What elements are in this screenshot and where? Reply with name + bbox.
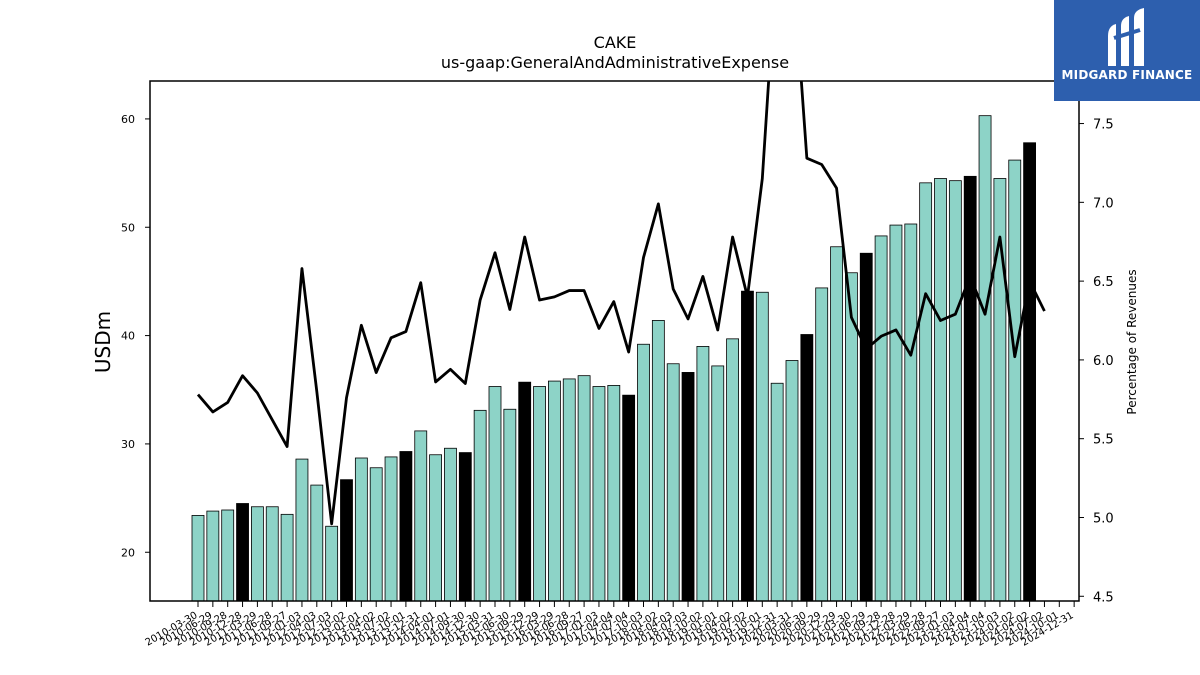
x-axis: 2010-03-302010-06-292010-09-282010-12-28… [144,601,1076,649]
bar [562,378,576,602]
bar [948,180,962,602]
bar [221,509,235,602]
bar [236,503,249,602]
y2-tick-label: 6.0 [1093,354,1114,369]
bar [770,382,784,602]
y-tick-label: 50 [121,221,135,234]
y2-tick-label: 7.5 [1093,118,1114,133]
bar [800,334,814,602]
bar [711,365,725,602]
logo-mark-icon [1108,8,1144,66]
y-tick-label: 20 [121,546,135,559]
bar [369,467,383,602]
bar [444,447,457,602]
line-series [196,81,1046,526]
y2-tick-label: 7.0 [1093,196,1114,211]
bar [265,506,279,602]
y2-tick-label: 6.5 [1093,275,1114,290]
logo-text: MIDGARD FINANCE [1061,68,1193,82]
bar [622,394,636,602]
bar [666,363,680,602]
series-line [196,81,1046,526]
y-axis-right: 4.5 5.0 5.5 6.0 6.5 7.0 7.5 [1079,118,1114,605]
y-tick-label: 60 [121,113,135,126]
bar [785,360,799,602]
bar [726,338,739,602]
bar [206,510,220,602]
y2-axis-label: Percentage of Revenues [1125,269,1139,414]
bar [874,235,888,602]
bar [963,175,977,602]
bar [340,479,353,602]
y-axis-left: 20 30 40 50 60 [121,113,150,559]
bar [191,515,205,602]
bar [473,409,487,602]
y2-tick-label: 4.5 [1093,590,1114,605]
bar [310,484,324,602]
bar [325,525,339,602]
bar [458,452,472,602]
bar [978,115,992,602]
bar [651,320,665,602]
bar [280,513,294,602]
bar [859,252,873,602]
bar-series [191,115,1036,602]
bar [518,381,532,602]
bar [830,246,843,602]
bar [845,272,858,602]
plot-frame [149,80,1080,602]
bar [399,451,413,602]
bar [934,178,947,602]
bar [354,457,368,602]
bar [384,456,398,602]
bar [919,182,933,602]
bar [904,223,918,602]
bar [637,343,650,602]
chart-subtitle: us-gaap:GeneralAndAdministrativeExpense [441,53,789,72]
bar [592,386,606,602]
bar [429,454,443,602]
y2-tick-label: 5.0 [1093,511,1114,526]
bar [577,375,591,602]
bar [295,458,309,602]
bar [696,346,710,602]
chart-title: CAKE [594,33,637,52]
bar [889,224,903,602]
bar [503,408,517,602]
bar [741,290,754,602]
bar [1008,159,1022,602]
bar [488,386,502,602]
bar [1023,142,1036,602]
bar [681,372,695,602]
bar [548,380,561,602]
y-axis-label: USDm [91,311,115,373]
bar [755,291,769,602]
bar [250,506,264,602]
y2-tick-label: 5.5 [1093,433,1114,448]
y-tick-label: 30 [121,438,135,451]
bar [815,287,829,602]
bar [414,430,428,602]
bar [607,385,621,602]
brand-logo: MIDGARD FINANCE [1054,0,1200,101]
y-tick-label: 40 [121,330,135,343]
bar [533,386,546,602]
